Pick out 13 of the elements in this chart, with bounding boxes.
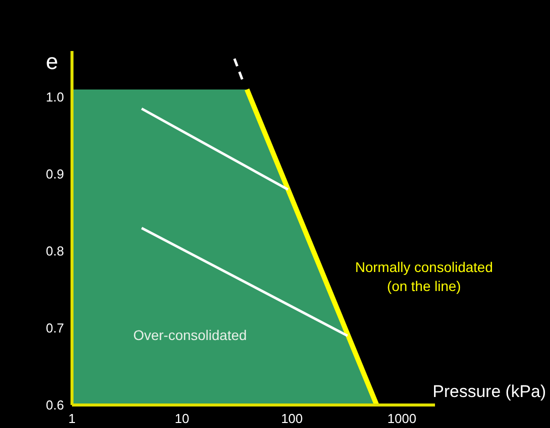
y-tick-label: 0.8: [46, 244, 64, 259]
y-tick-label: 0.9: [46, 166, 64, 182]
y-tick-label: 1.0: [46, 90, 64, 105]
y-tick-label: 0.6: [46, 398, 64, 413]
x-tick-label: 1000: [387, 411, 416, 426]
x-axis-title: Pressure (kPa): [432, 382, 546, 401]
x-tick-label: 10: [174, 411, 190, 426]
x-tick-label: 100: [281, 411, 303, 426]
y-axis-title: e: [46, 49, 58, 74]
x-tick-label: 1: [68, 411, 76, 426]
annotation: Over-consolidated: [133, 327, 247, 343]
y-tick-label: 0.7: [46, 320, 64, 336]
annotation: Normally consolidated (on the line): [355, 259, 493, 294]
